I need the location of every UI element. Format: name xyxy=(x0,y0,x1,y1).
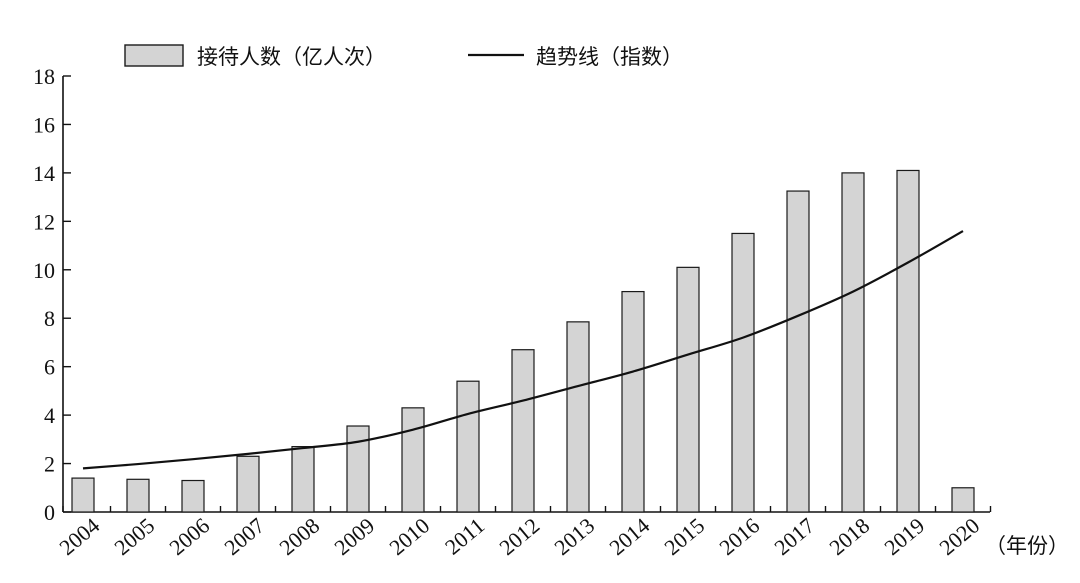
x-tick-label: 2014 xyxy=(604,513,654,560)
x-tick-label: 2007 xyxy=(219,513,269,560)
bar-2018 xyxy=(841,172,865,513)
y-tick-label: 0 xyxy=(44,500,55,525)
x-tick-label: 2008 xyxy=(274,513,324,560)
bar-2006 xyxy=(181,479,205,513)
bar-2005 xyxy=(126,478,150,513)
x-tick-label: 2018 xyxy=(824,513,874,560)
bar-2007 xyxy=(236,455,260,513)
bar-2017 xyxy=(786,190,810,513)
trend-line xyxy=(82,230,964,470)
x-ticks: 2004 2005 2006 2007 2008 2009 2010 2011 2012 2013… xyxy=(54,506,992,560)
y-tick-label: 6 xyxy=(44,355,55,380)
x-tick-label: 2016 xyxy=(714,513,764,560)
legend-line-label: 趋势线（指数） xyxy=(536,45,683,69)
bar-2013 xyxy=(566,321,590,513)
y-tick-label: 2 xyxy=(44,452,55,477)
x-tick-label: 2017 xyxy=(769,513,819,560)
legend-bar-label: 接待人数（亿人次） xyxy=(197,45,386,69)
y-tick-label: 10 xyxy=(33,258,55,283)
bar-2009 xyxy=(346,425,370,513)
x-axis-unit-label: （年份） xyxy=(985,534,1069,558)
bar-2011 xyxy=(456,380,480,513)
bars xyxy=(71,169,975,513)
bar-2019 xyxy=(896,169,920,513)
bar-2015 xyxy=(676,266,700,513)
x-tick-label: 2004 xyxy=(54,513,104,560)
x-tick-label: 2013 xyxy=(549,513,599,560)
x-tick-label: 2019 xyxy=(879,513,929,560)
y-tick-label: 18 xyxy=(33,64,55,89)
bar-2012 xyxy=(511,349,535,513)
bar-2008 xyxy=(291,446,315,513)
y-tick-label: 12 xyxy=(33,209,55,234)
bar-2010 xyxy=(401,407,425,513)
legend: 接待人数（亿人次） 趋势线（指数） xyxy=(124,44,683,69)
y-ticks: 0 2 4 6 8 10 12 14 16 18 xyxy=(33,64,71,525)
x-tick-label: 2005 xyxy=(109,513,159,560)
x-tick-label: 2010 xyxy=(384,513,434,560)
y-tick-label: 8 xyxy=(44,306,55,331)
y-tick-label: 14 xyxy=(33,161,55,186)
bar-2020 xyxy=(951,487,975,513)
x-tick-label: 2006 xyxy=(164,513,214,560)
bar-2016 xyxy=(731,232,755,513)
y-tick-label: 4 xyxy=(44,403,55,428)
x-tick-label: 2009 xyxy=(329,513,379,560)
x-tick-label: 2020 xyxy=(934,513,984,560)
x-tick-label: 2012 xyxy=(494,513,544,560)
bar-2004 xyxy=(71,477,95,513)
legend-bar-swatch xyxy=(124,44,184,67)
x-tick-label: 2011 xyxy=(440,513,489,560)
y-tick-label: 16 xyxy=(33,112,55,137)
x-tick-label: 2015 xyxy=(659,513,709,560)
bar-2014 xyxy=(621,290,645,513)
